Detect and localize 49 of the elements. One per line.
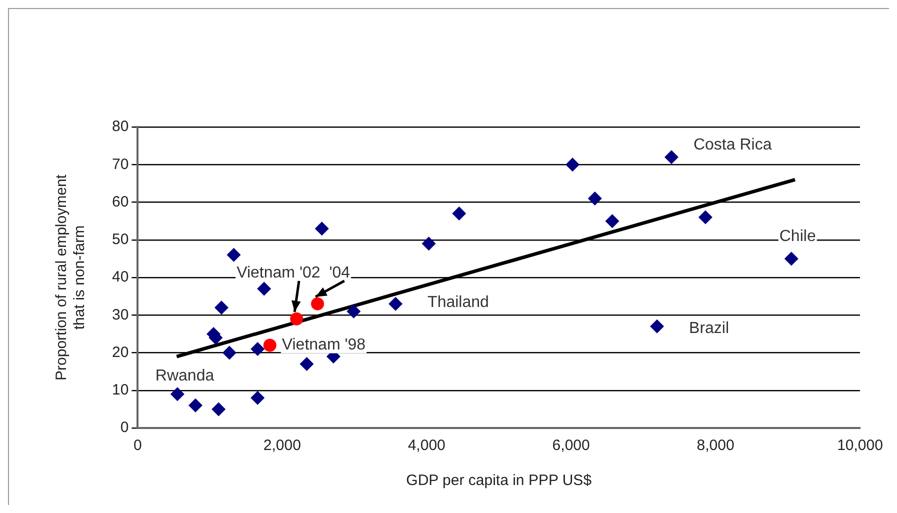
- annotation: Brazil: [689, 320, 730, 337]
- point: [212, 402, 226, 416]
- annotation: Rwanda: [155, 368, 214, 385]
- y-tick-label: 0: [120, 419, 129, 436]
- point: [170, 387, 184, 402]
- x-tick-label: 4,000: [408, 437, 446, 454]
- y-tick-label: 20: [112, 344, 129, 361]
- annotation: Costa Rica: [693, 136, 772, 154]
- x-tick-label: 10,000: [837, 437, 883, 454]
- annotation: Thailand: [428, 294, 489, 312]
- point: [300, 357, 314, 372]
- point: [422, 236, 436, 251]
- point: [588, 191, 602, 206]
- point: [226, 248, 241, 262]
- point: [314, 222, 329, 236]
- point: [605, 214, 620, 228]
- y-tick-label: 10: [112, 382, 129, 399]
- point: [311, 297, 324, 310]
- y-tick-label: 50: [112, 231, 129, 248]
- point: [188, 398, 202, 412]
- point: [263, 338, 276, 352]
- point: [650, 319, 664, 334]
- y-axis-title: Proportion of rural employment that is non-farm: [53, 174, 88, 380]
- point: [698, 210, 712, 224]
- point: [664, 150, 678, 164]
- y-tick-label: 80: [112, 118, 129, 136]
- y-tick-label: 30: [112, 306, 129, 324]
- annotation: Chile: [779, 228, 816, 246]
- annotation: Vietnam '98: [282, 336, 366, 354]
- x-tick-label: 2,000: [263, 437, 301, 454]
- y-tick-label: 70: [112, 156, 129, 173]
- x-tick-label: 8,000: [696, 437, 734, 454]
- point: [214, 300, 228, 315]
- annotation: Vietnam '02 '04: [236, 264, 350, 282]
- point: [388, 296, 403, 311]
- point: [250, 390, 265, 405]
- x-tick-label: 0: [134, 437, 142, 454]
- point: [257, 282, 272, 296]
- y-tick-label: 60: [112, 193, 129, 210]
- point: [566, 158, 580, 172]
- y-tick-label: 40: [112, 268, 129, 286]
- x-tick-label: 6,000: [552, 437, 590, 454]
- point: [346, 304, 361, 318]
- point: [452, 206, 466, 221]
- x-axis-title: GDP per capita in PPP US$: [406, 472, 592, 490]
- point: [784, 252, 798, 266]
- point: [290, 312, 304, 326]
- point: [222, 346, 236, 360]
- point: [250, 342, 265, 356]
